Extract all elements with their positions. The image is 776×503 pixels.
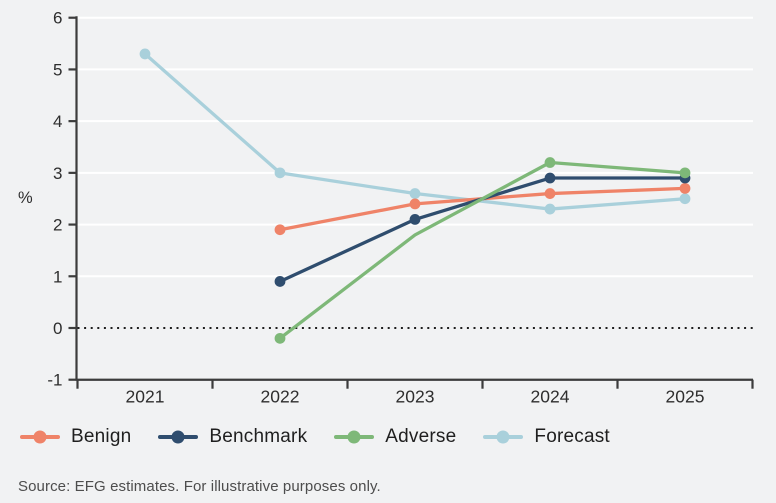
svg-text:1: 1 [53,267,62,286]
svg-text:2024: 2024 [531,387,570,407]
svg-text:4: 4 [53,112,62,131]
svg-text:0: 0 [53,319,62,338]
svg-text:2: 2 [53,216,62,235]
benign-marker-icon [33,430,47,444]
forecast-marker-icon [496,430,510,444]
legend-item-adverse: Adverse [334,426,456,448]
source-note: Source: EFG estimates. For illustrative … [18,478,381,495]
adverse-line-swatch-icon [334,430,375,444]
chart-legend: Benign Benchmark Adverse Forecast [20,423,610,451]
benchmark-marker-icon [171,430,185,444]
forecast-line-swatch-icon [483,430,524,444]
legend-label: Benchmark [209,426,308,447]
svg-text:2021: 2021 [126,387,165,407]
svg-text:2025: 2025 [666,387,705,407]
svg-text:-1: -1 [47,371,62,390]
benchmark-line-swatch-icon [158,430,199,444]
svg-text:2023: 2023 [396,387,435,407]
legend-label: Forecast [534,426,610,447]
adverse-marker-icon [347,430,361,444]
svg-text:%: % [18,189,33,207]
benign-line-swatch-icon [20,430,60,444]
svg-text:6: 6 [53,9,62,28]
svg-text:2022: 2022 [261,387,300,407]
legend-item-benign: Benign [20,426,131,448]
svg-text:3: 3 [53,164,62,183]
legend-label: Benign [71,426,132,447]
legend-item-benchmark: Benchmark [158,426,307,448]
legend-item-forecast: Forecast [483,426,610,448]
svg-text:5: 5 [53,60,62,79]
legend-label: Adverse [385,426,457,447]
line-chart: -1 0 1 2 3 4 5 6 2021 2022 2023 2024 2025% [18,9,754,407]
